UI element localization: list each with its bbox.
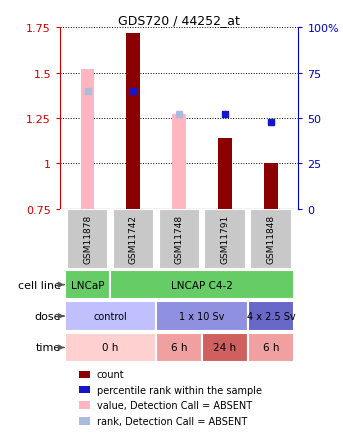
Text: 0 h: 0 h <box>102 343 119 353</box>
Text: GSM11742: GSM11742 <box>129 215 138 263</box>
Bar <box>172 115 186 209</box>
Bar <box>264 164 278 209</box>
Bar <box>67 209 108 270</box>
Bar <box>158 209 200 270</box>
Bar <box>79 401 90 409</box>
Bar <box>79 386 90 394</box>
Text: time: time <box>36 343 61 353</box>
Bar <box>113 209 154 270</box>
Text: 24 h: 24 h <box>213 343 237 353</box>
Text: dose: dose <box>34 311 61 321</box>
Text: percentile rank within the sample: percentile rank within the sample <box>97 385 262 395</box>
Title: GDS720 / 44252_at: GDS720 / 44252_at <box>118 14 240 27</box>
Bar <box>202 333 248 362</box>
Text: 6 h: 6 h <box>171 343 188 353</box>
Text: LNCaP: LNCaP <box>71 280 104 290</box>
Text: GSM11748: GSM11748 <box>175 215 184 264</box>
Bar <box>79 418 90 425</box>
Bar <box>81 70 94 209</box>
Text: GSM11878: GSM11878 <box>83 215 92 264</box>
Bar <box>218 138 232 209</box>
Text: GSM11848: GSM11848 <box>267 215 275 264</box>
Bar <box>156 333 202 362</box>
Bar <box>156 302 248 331</box>
Text: 6 h: 6 h <box>263 343 279 353</box>
Bar <box>127 33 140 209</box>
Text: cell line: cell line <box>18 280 61 290</box>
Text: value, Detection Call = ABSENT: value, Detection Call = ABSENT <box>97 400 252 410</box>
Text: rank, Detection Call = ABSENT: rank, Detection Call = ABSENT <box>97 416 247 426</box>
Bar <box>79 371 90 378</box>
Bar <box>250 209 292 270</box>
Bar <box>248 302 294 331</box>
Text: control: control <box>94 311 127 321</box>
Text: LNCAP C4-2: LNCAP C4-2 <box>171 280 233 290</box>
Bar <box>204 209 246 270</box>
Bar <box>64 333 156 362</box>
Bar <box>110 270 294 300</box>
Text: GSM11791: GSM11791 <box>221 215 229 264</box>
Text: count: count <box>97 370 125 380</box>
Bar <box>64 270 110 300</box>
Text: 1 x 10 Sv: 1 x 10 Sv <box>179 311 225 321</box>
Bar <box>64 302 156 331</box>
Text: 4 x 2.5 Sv: 4 x 2.5 Sv <box>247 311 295 321</box>
Bar <box>248 333 294 362</box>
